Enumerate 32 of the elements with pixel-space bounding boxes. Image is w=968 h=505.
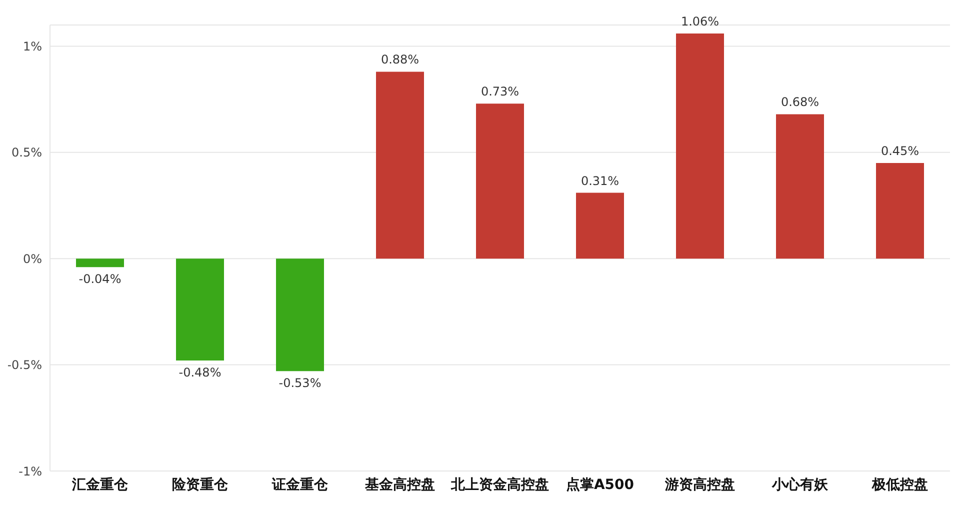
y-tick-label: 0.5% — [12, 146, 42, 160]
bar — [876, 163, 924, 259]
data-label: -0.04% — [78, 272, 122, 286]
x-tick-label: 基金高控盘 — [364, 476, 435, 493]
bar — [476, 104, 524, 259]
bar — [376, 72, 424, 259]
data-label: 0.73% — [480, 84, 520, 99]
bar — [176, 258, 224, 361]
data-label: 1.06% — [680, 14, 720, 28]
x-tick-label: 游资高控盘 — [664, 476, 735, 493]
y-tick-label: -0.5% — [7, 358, 42, 372]
x-tick-label: 证金重仓 — [271, 476, 329, 493]
y-tick-label: 1% — [22, 40, 42, 54]
y-tick-label: -1% — [18, 464, 42, 478]
y-tick-label: 0% — [22, 252, 42, 266]
bar — [76, 258, 124, 268]
bar — [576, 192, 624, 259]
bar — [676, 33, 724, 259]
data-label: 0.88% — [380, 52, 420, 67]
x-tick-label: 北上资金高控盘 — [450, 476, 549, 493]
x-tick-label: 极低控盘 — [871, 476, 928, 493]
data-label: 0.68% — [780, 95, 820, 110]
data-label: -0.53% — [278, 376, 322, 390]
x-tick-label: 险资重仓 — [172, 476, 229, 493]
bar — [776, 114, 824, 259]
bar — [276, 258, 324, 372]
x-tick-label: 汇金重仓 — [71, 476, 129, 493]
data-label: -0.48% — [178, 366, 222, 380]
x-tick-label: 小心有妖 — [771, 476, 829, 493]
data-label: 0.45% — [880, 144, 920, 158]
x-tick-label: 点掌A500 — [566, 476, 634, 493]
data-label: 0.31% — [580, 174, 620, 188]
